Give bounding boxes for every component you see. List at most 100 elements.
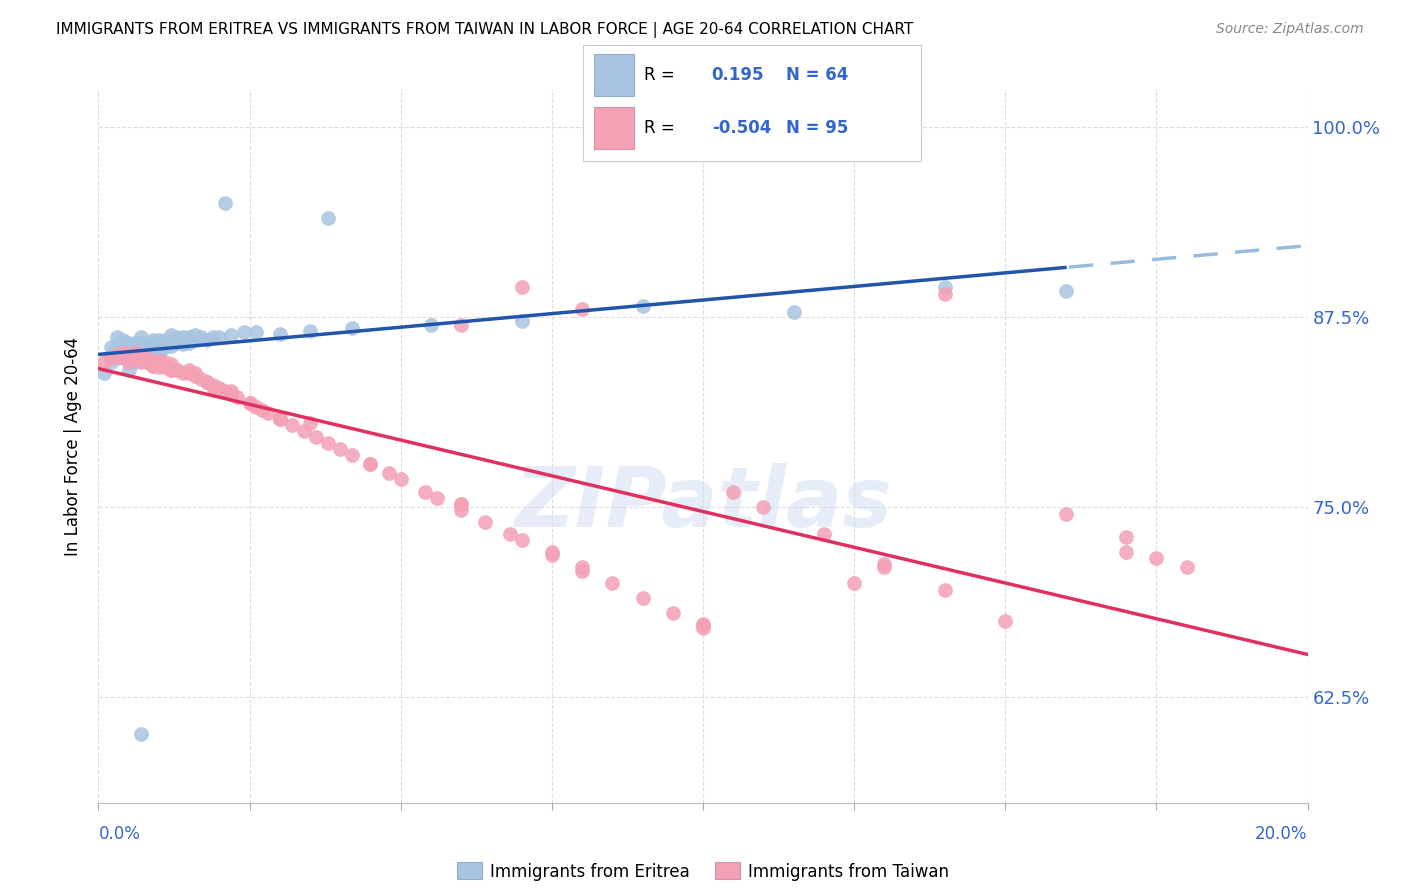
Point xyxy=(662,606,685,620)
Point xyxy=(195,376,218,390)
Point xyxy=(450,497,472,511)
Point xyxy=(934,279,956,293)
Point xyxy=(93,355,115,369)
Point xyxy=(184,369,207,384)
Point xyxy=(202,378,225,392)
Point xyxy=(124,348,146,362)
Point xyxy=(160,357,183,371)
Point xyxy=(148,359,170,374)
Point xyxy=(135,355,157,369)
Point xyxy=(510,314,533,328)
Point xyxy=(873,558,896,572)
Point xyxy=(118,363,141,377)
Bar xyxy=(593,107,634,149)
Point xyxy=(148,354,170,368)
Point xyxy=(111,348,134,362)
Point xyxy=(124,344,146,359)
Point xyxy=(250,402,273,417)
Point xyxy=(239,396,262,410)
Text: ZIPatlas: ZIPatlas xyxy=(515,463,891,543)
Text: R =: R = xyxy=(644,120,675,137)
Point xyxy=(571,564,593,578)
Point xyxy=(195,376,218,390)
Point xyxy=(129,329,152,343)
Point xyxy=(100,355,122,369)
Point xyxy=(160,339,183,353)
Point xyxy=(111,344,134,359)
Point xyxy=(118,342,141,356)
Point xyxy=(124,355,146,369)
Point xyxy=(135,335,157,350)
Point xyxy=(377,467,399,481)
Point xyxy=(221,384,243,399)
Point xyxy=(118,348,141,362)
Point xyxy=(148,348,170,362)
Point xyxy=(142,333,165,347)
Point xyxy=(269,326,291,341)
Point xyxy=(166,329,188,343)
Point xyxy=(124,335,146,350)
Point xyxy=(540,549,562,563)
Point xyxy=(160,328,183,343)
Point xyxy=(111,351,134,365)
Text: N = 95: N = 95 xyxy=(786,120,848,137)
Point xyxy=(190,329,212,343)
Point xyxy=(153,340,176,354)
Point xyxy=(190,372,212,386)
Point xyxy=(202,380,225,394)
Point xyxy=(994,614,1017,628)
Point xyxy=(1054,508,1077,522)
Point xyxy=(245,400,267,414)
Point xyxy=(124,351,146,365)
Point xyxy=(813,527,835,541)
Point xyxy=(316,436,339,450)
Point xyxy=(631,299,654,313)
Point xyxy=(420,318,443,332)
Point xyxy=(450,497,472,511)
Point xyxy=(426,491,449,505)
Point xyxy=(723,484,745,499)
Point xyxy=(692,618,714,632)
Point xyxy=(184,328,207,343)
Point xyxy=(160,363,183,377)
Point xyxy=(245,325,267,339)
Point xyxy=(934,287,956,301)
Text: N = 64: N = 64 xyxy=(786,66,848,84)
Point xyxy=(118,355,141,369)
Text: Source: ZipAtlas.com: Source: ZipAtlas.com xyxy=(1216,22,1364,37)
Bar xyxy=(593,54,634,95)
Point xyxy=(195,333,218,347)
Point xyxy=(100,340,122,354)
Text: -0.504: -0.504 xyxy=(711,120,770,137)
Point xyxy=(269,411,291,425)
Point xyxy=(179,335,201,350)
Point xyxy=(342,320,364,334)
Point xyxy=(184,333,207,347)
Point xyxy=(226,391,249,405)
Point xyxy=(360,457,382,471)
Point xyxy=(783,305,806,319)
Point xyxy=(129,335,152,350)
Point xyxy=(752,500,775,514)
Point xyxy=(124,340,146,354)
Point xyxy=(105,348,128,362)
Point xyxy=(510,533,533,548)
Point xyxy=(129,351,152,365)
Point xyxy=(221,328,243,343)
Point xyxy=(166,363,188,377)
Point xyxy=(129,348,152,362)
Text: 0.195: 0.195 xyxy=(711,66,765,84)
Text: 20.0%: 20.0% xyxy=(1256,825,1308,843)
Point xyxy=(160,333,183,347)
Point xyxy=(342,448,364,462)
Point xyxy=(153,333,176,347)
Point xyxy=(135,343,157,358)
Point xyxy=(571,302,593,317)
Point xyxy=(292,424,315,438)
Point xyxy=(305,430,328,444)
Point xyxy=(142,339,165,353)
Point xyxy=(299,416,322,430)
Text: R =: R = xyxy=(644,66,675,84)
Text: IMMIGRANTS FROM ERITREA VS IMMIGRANTS FROM TAIWAN IN LABOR FORCE | AGE 20-64 COR: IMMIGRANTS FROM ERITREA VS IMMIGRANTS FR… xyxy=(56,22,914,38)
Point xyxy=(179,366,201,380)
